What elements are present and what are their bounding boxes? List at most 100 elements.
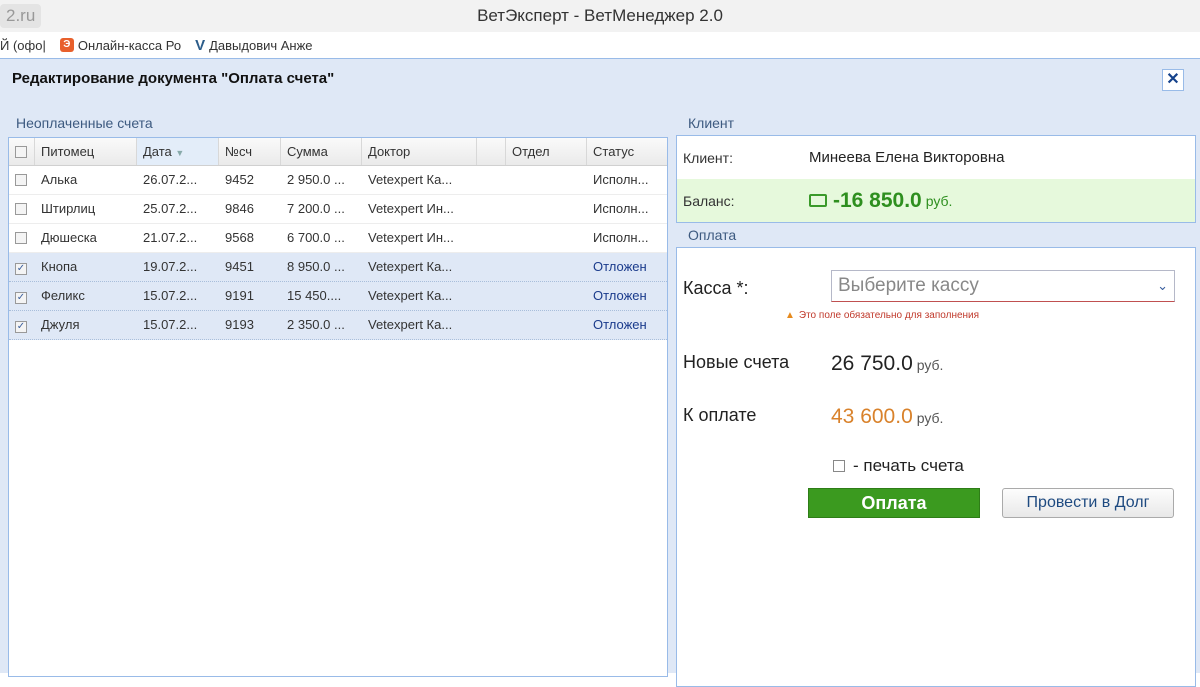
panel-title: Неоплаченные счета	[16, 115, 153, 131]
column-pet[interactable]: Питомец	[35, 138, 137, 165]
currency: руб.	[925, 192, 953, 209]
cell-dept	[506, 166, 587, 194]
cell-number: 9846	[225, 201, 254, 216]
kassa-placeholder: Выберите кассу	[838, 275, 979, 296]
close-button[interactable]: ✕	[1162, 69, 1184, 91]
kassa-label: Касса *:	[683, 278, 749, 298]
cell-sum: 6 700.0 ...	[287, 230, 345, 245]
cell-status: Исполн...	[593, 201, 649, 216]
bookmark[interactable]: Э Онлайн-касса Ро	[59, 37, 182, 53]
cell-number: 9451	[225, 259, 254, 274]
cell-doctor: Vetexpert Ин...	[368, 230, 454, 245]
new-invoices-value: 26 750.0 руб.	[831, 352, 944, 375]
bookmark-label: Давыдович Анже	[209, 37, 313, 53]
cell-doctor: Vetexpert Ин...	[368, 201, 454, 216]
row-checkbox[interactable]: ✓	[15, 321, 27, 333]
table-row[interactable]: ✓ Джуля 15.07.2... 9193 2 350.0 ... Vete…	[9, 311, 667, 340]
sort-desc-icon: ▼	[175, 148, 185, 158]
edit-document-dialog: Редактирование документа "Оплата счета" …	[0, 58, 1200, 687]
kassa-logo-icon: Э	[59, 38, 74, 52]
v-logo-icon: V	[195, 36, 206, 54]
column-status[interactable]: Статус	[593, 144, 635, 159]
cell-number: 9193	[225, 317, 254, 332]
select-all-checkbox[interactable]	[9, 138, 35, 165]
payment-section-title: Оплата	[688, 227, 737, 243]
cell-status: Исполн...	[593, 230, 649, 245]
grid-header: Питомец Дата ▼ №сч Сумма Доктор Отдел Ст…	[9, 138, 667, 166]
cell-date: 25.07.2...	[143, 201, 198, 216]
cell-date: 15.07.2...	[143, 317, 198, 332]
cell-number: 9452	[225, 172, 254, 187]
post-to-debt-button[interactable]: Провести в Долг	[1002, 488, 1174, 518]
bookmark[interactable]: V Давыдович Анже	[195, 37, 312, 54]
dialog-title: Редактирование документа "Оплата счета"	[12, 69, 335, 87]
cell-pet: Дюшеска	[41, 230, 97, 245]
bookmark-label: Онлайн-касса Ро	[77, 37, 182, 53]
balance-value: -16 850.0	[833, 188, 922, 212]
cell-status: Отложен	[593, 317, 647, 332]
table-row[interactable]: ✓ Феликс 15.07.2... 9191 15 450.... Vete…	[9, 282, 667, 311]
column-sum[interactable]: Сумма	[281, 138, 362, 165]
table-row[interactable]: Штирлиц 25.07.2... 9846 7 200.0 ... Vete…	[9, 195, 667, 224]
cell-status: Исполн...	[593, 172, 649, 187]
due-label: К оплате	[683, 405, 757, 425]
cell-doctor: Vetexpert Ка...	[368, 259, 453, 274]
column-doctor[interactable]: Доктор	[362, 138, 477, 165]
table-row[interactable]: ✓ Кнопа 19.07.2... 9451 8 950.0 ... Vete…	[9, 253, 667, 282]
cell-doctor: Vetexpert Ка...	[368, 172, 453, 187]
column-number[interactable]: №сч	[219, 138, 281, 165]
validation-error: ▲ Это поле обязательно для заполнения	[785, 310, 980, 321]
bookmarks-bar: Й (офо| Э Онлайн-касса Ро V Давыдович Анже	[0, 32, 1200, 58]
column-blank[interactable]	[477, 138, 506, 165]
cell-doctor: Vetexpert Ка...	[368, 317, 453, 332]
cell-sum: 8 950.0 ...	[287, 259, 345, 274]
client-label: Клиент:	[683, 149, 733, 166]
print-label: - печать счета	[853, 456, 964, 475]
client-panel: Клиент: Минеева Елена Викторовна Баланс: -…	[676, 135, 1196, 223]
invoices-grid: Питомец Дата ▼ №сч Сумма Доктор Отдел Ст…	[8, 137, 668, 677]
bookmark[interactable]: Й (офо|	[0, 38, 46, 53]
cell-status: Отложен	[593, 288, 647, 303]
row-checkbox[interactable]: ✓	[15, 263, 27, 275]
wallet-icon	[809, 194, 827, 207]
window-title: ВетЭксперт - ВетМенеджер 2.0	[477, 6, 723, 25]
cell-pet: Штирлиц	[41, 201, 96, 216]
chevron-down-icon[interactable]: ⌄	[1157, 278, 1168, 293]
balance-label: Баланс:	[683, 192, 735, 209]
cell-dept	[506, 311, 587, 339]
cell-dept	[506, 253, 587, 281]
cell-pet: Феликс	[41, 288, 85, 303]
pay-button[interactable]: Оплата	[808, 488, 980, 518]
row-checkbox[interactable]	[9, 166, 35, 194]
cell-sum: 2 350.0 ...	[287, 317, 345, 332]
cell-sum: 2 950.0 ...	[287, 172, 345, 187]
cell-dept	[506, 224, 587, 252]
url-bar[interactable]: 2.ru	[0, 4, 42, 28]
checkbox[interactable]	[833, 460, 845, 472]
cell-sum: 15 450....	[287, 288, 342, 303]
client-section-title: Клиент	[688, 115, 735, 131]
row-checkbox[interactable]	[9, 195, 35, 223]
browser-titlebar: 2.ru ВетЭксперт - ВетМенеджер 2.0	[0, 0, 1200, 32]
cell-dept	[506, 195, 587, 223]
table-row[interactable]: Дюшеска 21.07.2... 9568 6 700.0 ... Vete…	[9, 224, 667, 253]
column-dept[interactable]: Отдел	[506, 138, 587, 165]
kassa-select[interactable]: Выберите кассу ⌄	[831, 270, 1175, 302]
cell-dept	[506, 282, 587, 310]
new-invoices-label: Новые счета	[683, 352, 790, 372]
cell-pet: Джуля	[41, 317, 80, 332]
cell-sum: 7 200.0 ...	[287, 201, 345, 216]
cell-date: 21.07.2...	[143, 230, 198, 245]
bookmark-label: Й (офо|	[0, 37, 46, 53]
client-name: Минеева Елена Викторовна	[809, 149, 1005, 166]
table-row[interactable]: Алька 26.07.2... 9452 2 950.0 ... Vetexp…	[9, 166, 667, 195]
column-date[interactable]: Дата ▼	[137, 138, 219, 165]
cell-pet: Кнопа	[41, 259, 78, 274]
cell-pet: Алька	[41, 172, 78, 187]
cell-number: 9568	[225, 230, 254, 245]
cell-date: 19.07.2...	[143, 259, 198, 274]
row-checkbox[interactable]	[9, 224, 35, 252]
right-panel: Клиент Клиент: Минеева Елена Викторовна Б…	[676, 111, 1196, 687]
print-invoice-checkbox[interactable]: - печать счета	[833, 456, 964, 476]
row-checkbox[interactable]: ✓	[15, 292, 27, 304]
